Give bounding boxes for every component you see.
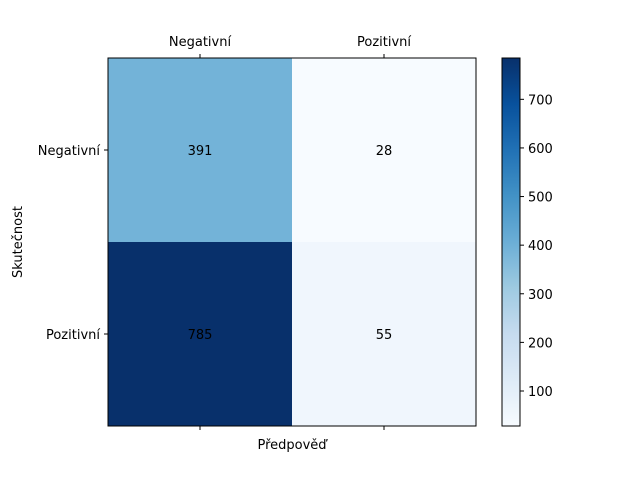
cell-value-label: 55 [376, 328, 393, 343]
heatmap-cell [292, 58, 476, 242]
colorbar-ticks: 100 200 300 400 500 600 700 [520, 93, 553, 400]
colorbar-tick-label: 500 [528, 191, 553, 206]
heatmap-cell [292, 242, 476, 426]
colorbar-tick-label: 700 [528, 93, 553, 108]
y-tick-label: Negativní [38, 144, 101, 159]
colorbar-tick-label: 300 [528, 288, 553, 303]
colorbar-tick-label: 600 [528, 142, 553, 157]
colorbar-tick-label: 100 [528, 385, 553, 400]
heatmap-cell [108, 58, 292, 242]
colorbar-gradient [501, 57, 521, 427]
y-tick-label: Pozitivní [46, 328, 100, 343]
heatmap-cell [108, 242, 292, 426]
x-tick-label: Pozitivní [357, 35, 411, 50]
colorbar-tick-label: 400 [528, 239, 553, 254]
heatmap-cells [108, 58, 476, 426]
plot-frame [107, 57, 477, 427]
cell-value-label: 391 [188, 144, 213, 159]
cell-value-label: 28 [376, 144, 393, 159]
cell-value-labels: 391 28 785 55 [188, 144, 393, 343]
y-axis-ticks: Negativní Pozitivní [38, 144, 108, 343]
x-tick-label: Negativní [169, 35, 232, 50]
cell-value-label: 785 [188, 328, 213, 343]
colorbar-tick-label: 200 [528, 336, 553, 351]
colorbar: 100 200 300 400 500 600 700 [501, 57, 553, 427]
x-axis-label: Předpověď [257, 438, 328, 453]
x-axis-ticks: Negativní Pozitivní [169, 35, 411, 430]
y-axis-label: Skutečnost [11, 206, 26, 278]
